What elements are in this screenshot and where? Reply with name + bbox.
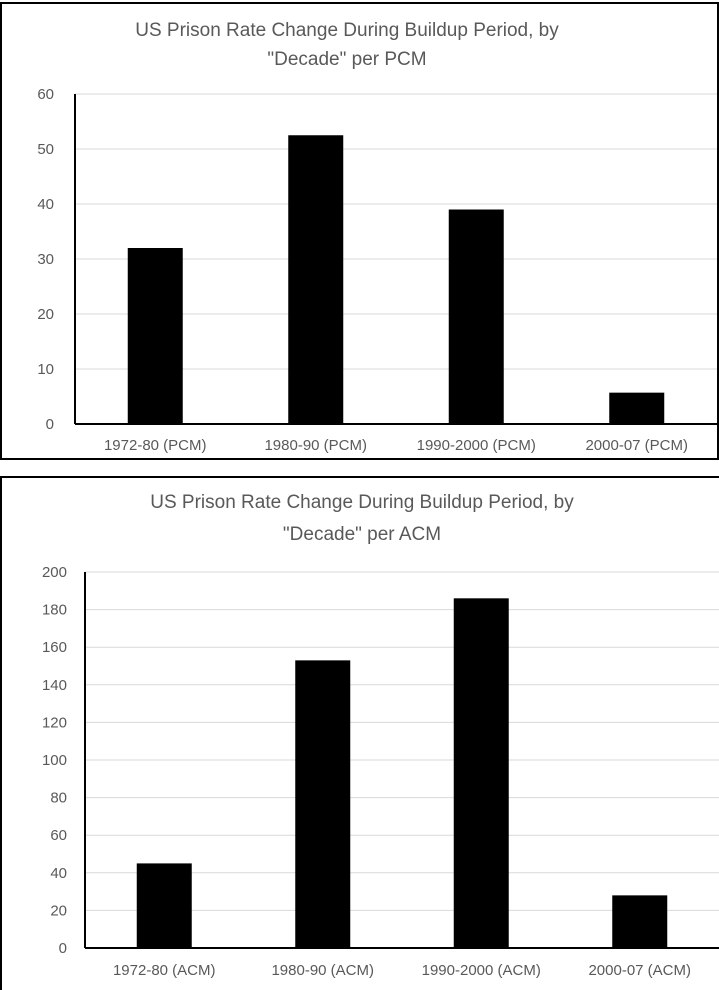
bar-chart-pcm: US Prison Rate Change During Buildup Per… [37,20,717,454]
y-tick-label: 20 [37,306,54,323]
y-tick-label: 10 [37,361,54,378]
chart-title-line-2: "Decade" per PCM [267,49,426,70]
y-tick-label: 20 [50,902,67,919]
bar-pcm-3 [448,209,504,424]
y-tick-label: 60 [50,827,67,844]
y-tick-label: 160 [42,639,67,656]
bar-chart-acm: US Prison Rate Change During Buildup Per… [42,492,719,979]
chart-title-line-1: US Prison Rate Change During Buildup Per… [150,492,574,513]
bar-acm-4 [612,895,668,948]
bar-acm-2 [295,660,351,948]
bar-pcm-2 [288,135,344,424]
y-tick-label: 0 [59,940,67,957]
bar-pcm-4 [609,392,665,424]
y-tick-label: 50 [37,141,54,158]
x-category-label: 2000-07 (ACM) [588,962,691,979]
bar-pcm-1 [127,248,183,424]
y-tick-label: 0 [46,416,54,433]
y-tick-label: 200 [42,564,67,581]
x-category-label: 1972-80 (ACM) [113,962,216,979]
x-category-label: 1990-2000 (PCM) [417,437,536,454]
y-tick-label: 180 [42,602,67,619]
y-tick-label: 140 [42,677,67,694]
chart-panel-pcm: US Prison Rate Change During Buildup Per… [0,2,719,460]
y-tick-label: 100 [42,752,67,769]
x-category-label: 1990-2000 (ACM) [422,962,541,979]
bar-acm-1 [136,863,192,948]
y-tick-label: 80 [50,790,67,807]
y-tick-label: 40 [50,865,67,882]
bar-acm-3 [453,598,509,948]
x-category-label: 1980-90 (PCM) [264,437,367,454]
y-tick-label: 30 [37,251,54,268]
x-category-label: 1980-90 (ACM) [271,962,374,979]
chart-panel-acm: US Prison Rate Change During Buildup Per… [0,476,719,990]
y-tick-label: 120 [42,714,67,731]
y-tick-label: 60 [37,86,54,103]
x-category-label: 1972-80 (PCM) [104,437,207,454]
x-category-label: 2000-07 (PCM) [585,437,688,454]
chart-title-line-1: US Prison Rate Change During Buildup Per… [135,20,559,41]
y-tick-label: 40 [37,196,54,213]
chart-title-line-2: "Decade" per ACM [283,524,441,545]
